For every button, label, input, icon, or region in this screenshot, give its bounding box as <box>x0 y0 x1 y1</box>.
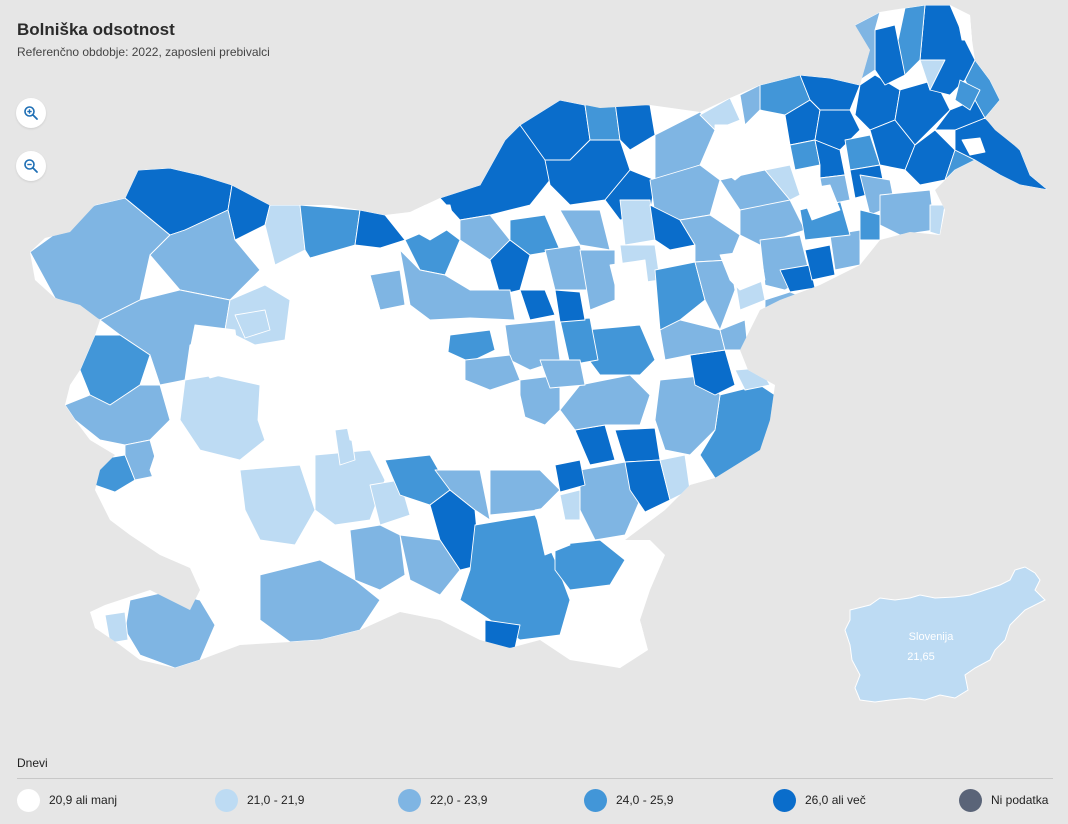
municipality-region[interactable] <box>929 204 946 236</box>
municipality-region[interactable] <box>654 261 706 331</box>
municipality-region[interactable] <box>64 384 171 446</box>
municipality-region[interactable] <box>554 539 626 591</box>
choropleth-map[interactable]: Slovenija 21,65 <box>0 0 1068 740</box>
municipality-region[interactable] <box>179 374 266 461</box>
legend-item-2[interactable]: 22,0 - 23,9 <box>398 788 487 812</box>
municipality-region[interactable] <box>799 184 841 221</box>
legend-label: 21,0 - 21,9 <box>247 793 305 807</box>
zoom-out-button[interactable] <box>16 151 46 181</box>
municipality-region[interactable] <box>919 59 946 91</box>
slovenia-inset[interactable]: Slovenija 21,65 <box>844 566 1046 703</box>
municipality-region[interactable] <box>299 204 361 259</box>
legend-item-1[interactable]: 21,0 - 21,9 <box>215 788 304 812</box>
municipality-region[interactable] <box>149 209 261 301</box>
municipality-region[interactable] <box>554 459 586 493</box>
municipality-region[interactable] <box>719 249 766 291</box>
legend: 20,9 ali manj 21,0 - 21,9 22,0 - 23,9 24… <box>17 788 1057 812</box>
municipality-region[interactable] <box>584 101 621 141</box>
municipality-region[interactable] <box>559 489 581 521</box>
municipality-region[interactable] <box>559 374 651 431</box>
municipality-region[interactable] <box>619 199 656 246</box>
legend-swatch <box>17 788 40 812</box>
legend-swatch <box>773 788 796 812</box>
municipality-region[interactable] <box>579 249 616 311</box>
map-subtitle: Referenčno obdobje: 2022, zaposleni preb… <box>17 45 270 59</box>
legend-swatch <box>584 788 607 812</box>
municipality-region[interactable] <box>489 239 531 296</box>
municipality-region[interactable] <box>299 249 381 331</box>
municipality-region[interactable] <box>234 309 271 339</box>
municipality-region[interactable] <box>354 209 406 249</box>
legend-item-0[interactable]: 20,9 ali manj <box>17 788 117 812</box>
municipality-region[interactable] <box>699 97 741 131</box>
municipality-region[interactable] <box>961 137 986 156</box>
legend-label: 26,0 ali več <box>805 793 866 807</box>
zoom-in-icon <box>24 106 38 120</box>
municipality-region[interactable] <box>399 534 461 596</box>
municipality-region[interactable] <box>447 329 496 363</box>
municipality-region[interactable] <box>464 354 521 391</box>
municipality-region[interactable] <box>189 509 261 576</box>
municipality-region[interactable] <box>489 469 561 516</box>
municipality-region[interactable] <box>349 524 406 591</box>
legend-label: 24,0 - 25,9 <box>616 793 674 807</box>
municipality-region[interactable] <box>189 324 241 379</box>
inset-shape <box>844 566 1046 703</box>
municipality-region[interactable] <box>859 209 881 241</box>
municipality-region[interactable] <box>359 319 451 381</box>
legend-item-3[interactable]: 24,0 - 25,9 <box>584 788 673 812</box>
municipality-region[interactable] <box>954 117 1048 191</box>
municipality-region[interactable] <box>509 214 561 256</box>
municipality-region[interactable] <box>434 469 491 521</box>
municipality-region[interactable] <box>804 244 836 281</box>
inset-name: Slovenija <box>909 631 955 643</box>
municipality-region[interactable] <box>534 504 571 556</box>
municipality-region[interactable] <box>104 611 129 644</box>
municipality-region[interactable] <box>314 449 386 526</box>
inset-value: 21,65 <box>907 651 935 663</box>
legend-label: 22,0 - 23,9 <box>430 793 488 807</box>
municipality-region[interactable] <box>954 79 981 111</box>
municipality-region[interactable] <box>411 204 456 241</box>
legend-swatch <box>215 788 238 812</box>
municipality-region[interactable] <box>259 559 381 643</box>
municipality-region[interactable] <box>257 384 306 456</box>
municipality-region[interactable] <box>829 229 861 271</box>
zoom-out-icon <box>24 159 38 173</box>
legend-divider <box>17 778 1053 779</box>
municipality-region[interactable] <box>609 259 651 306</box>
municipality-region[interactable] <box>649 204 696 251</box>
municipality-region[interactable] <box>879 189 936 236</box>
municipality-region[interactable] <box>519 289 556 321</box>
legend-item-5[interactable]: Ni podatka <box>959 788 1048 812</box>
municipality-region[interactable] <box>554 289 586 323</box>
municipality-region[interactable] <box>459 394 531 461</box>
legend-label: Ni podatka <box>991 793 1049 807</box>
municipality-region[interactable] <box>227 184 271 241</box>
legend-label: 20,9 ali manj <box>49 793 118 807</box>
municipality-region[interactable] <box>739 84 761 126</box>
municipality-region[interactable] <box>264 204 306 266</box>
municipality-region[interactable] <box>624 459 671 513</box>
municipality-region[interactable] <box>539 359 586 389</box>
municipality-region[interactable] <box>399 249 516 321</box>
municipality-region[interactable] <box>339 384 421 451</box>
municipality-region[interactable] <box>239 464 316 546</box>
legend-swatch <box>959 788 982 812</box>
map-title: Bolniška odsotnost <box>17 20 175 39</box>
zoom-in-button[interactable] <box>16 98 46 128</box>
municipality-region[interactable] <box>957 14 973 41</box>
legend-swatch <box>398 788 421 812</box>
municipality-region[interactable] <box>764 164 801 201</box>
legend-item-4[interactable]: 26,0 ali več <box>773 788 866 812</box>
legend-title: Dnevi <box>17 756 48 770</box>
municipality-region[interactable] <box>484 619 521 651</box>
municipality-region[interactable] <box>714 124 761 181</box>
municipality-region[interactable] <box>574 594 646 668</box>
